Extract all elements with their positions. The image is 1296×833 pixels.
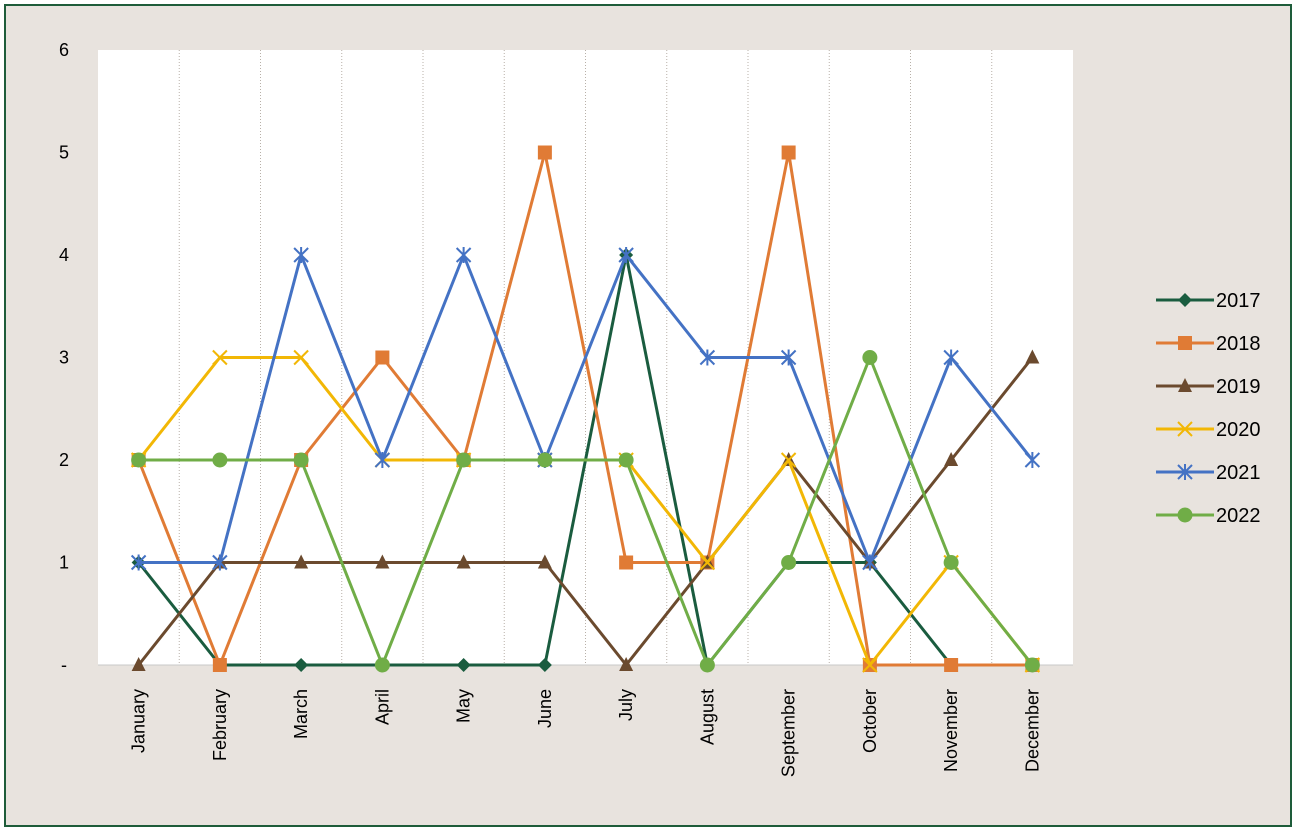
series-2021	[130, 247, 1041, 571]
x-axis-tick-labels: January February March April May June July Augu…	[129, 689, 1043, 777]
data-point	[699, 554, 716, 571]
x-tick-label: November	[941, 689, 961, 772]
legend-label: 2018	[1216, 333, 1261, 355]
data-point	[943, 555, 959, 570]
data-point	[130, 554, 147, 571]
legend-item: 2020	[1156, 419, 1261, 441]
x-tick-label: September	[779, 689, 799, 777]
legend-item: 2018	[1156, 333, 1261, 355]
data-point	[781, 555, 797, 570]
legend-marker	[1177, 507, 1193, 523]
x-tick-label: October	[860, 689, 880, 753]
legend-item: 2017	[1156, 290, 1261, 312]
legend-marker	[1178, 336, 1192, 350]
data-point	[1024, 452, 1041, 468]
legend-marker	[1177, 464, 1193, 480]
x-tick-label: August	[697, 689, 717, 745]
data-point	[456, 554, 471, 569]
data-point	[537, 145, 552, 160]
y-tick-label: 4	[59, 245, 69, 265]
legend-marker	[1178, 378, 1192, 392]
legend-marker	[1177, 421, 1193, 437]
legend: 2017 2018 2019 2020 2021 2022	[1156, 290, 1261, 527]
data-point	[212, 658, 227, 672]
vertical-gridlines	[178, 50, 993, 665]
legend-label: 2017	[1216, 290, 1261, 312]
data-point	[943, 349, 959, 366]
legend-label: 2020	[1216, 419, 1261, 441]
data-point	[456, 452, 472, 468]
y-axis-tick-labels: - 1 2 3 4 5 6	[59, 40, 69, 675]
data-point	[212, 452, 228, 468]
x-tick-label: July	[616, 689, 636, 721]
data-point	[862, 554, 878, 571]
data-point	[537, 452, 553, 468]
legend-item: 2021	[1156, 462, 1261, 484]
data-point	[944, 452, 959, 466]
data-point	[375, 554, 390, 569]
data-point	[537, 658, 552, 672]
data-point	[699, 657, 715, 673]
legend-item: 2019	[1156, 376, 1261, 398]
x-tick-label: December	[1022, 689, 1042, 772]
data-point	[375, 350, 390, 365]
x-tick-label: June	[535, 689, 555, 728]
data-point	[293, 452, 309, 468]
series-line	[138, 253, 1034, 564]
series-line	[138, 356, 1034, 667]
data-point	[862, 657, 878, 673]
x-tick-label: April	[372, 689, 392, 725]
line-chart: - 1 2 3 4 5 6 January February March April May June…	[59, 40, 1261, 777]
y-tick-label: 2	[59, 450, 69, 470]
data-point	[293, 247, 309, 263]
data-point	[699, 349, 716, 366]
data-point	[619, 657, 634, 671]
data-point	[862, 350, 878, 365]
x-tick-label: March	[291, 689, 311, 739]
data-point	[374, 657, 390, 673]
y-tick-label: 3	[59, 348, 69, 368]
data-point	[944, 658, 959, 672]
series-lines	[130, 145, 1041, 673]
data-point	[618, 247, 634, 263]
data-point	[780, 452, 797, 468]
legend-marker	[1178, 293, 1192, 307]
data-point	[618, 452, 634, 468]
legend-label: 2019	[1216, 376, 1261, 398]
y-tick-label: -	[61, 655, 67, 675]
legend-label: 2021	[1216, 462, 1261, 484]
data-point	[456, 658, 471, 672]
chart-frame: - 1 2 3 4 5 6 January February March April May June…	[4, 4, 1292, 827]
series-2022	[131, 350, 1040, 673]
data-point	[537, 554, 552, 569]
data-point	[1025, 349, 1040, 364]
data-point	[294, 554, 309, 569]
y-tick-label: 1	[59, 553, 69, 573]
data-point	[294, 658, 309, 672]
legend-label: 2022	[1216, 505, 1261, 527]
x-tick-label: May	[454, 689, 474, 723]
legend-item: 2022	[1156, 505, 1261, 527]
x-tick-label: February	[210, 689, 230, 761]
data-point	[374, 452, 391, 468]
data-point	[131, 452, 147, 468]
data-point	[131, 657, 146, 671]
data-point	[293, 349, 309, 366]
y-tick-label: 6	[59, 40, 69, 60]
data-point	[212, 554, 228, 571]
data-point	[780, 349, 797, 366]
x-tick-label: January	[129, 689, 149, 753]
data-point	[455, 247, 472, 263]
data-point	[781, 145, 796, 160]
data-point	[212, 349, 228, 366]
y-tick-label: 5	[59, 143, 69, 163]
data-point	[1024, 657, 1040, 673]
series-line	[137, 356, 1034, 667]
data-point	[619, 555, 634, 570]
